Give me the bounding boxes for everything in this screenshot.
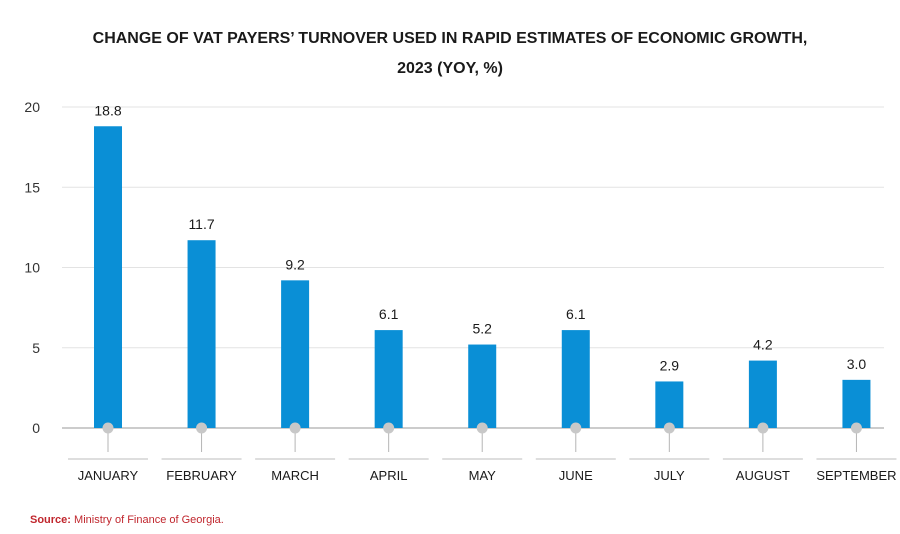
data-label: 11.7 (188, 216, 214, 232)
chart-subtitle: 2023 (YOY, %) (397, 60, 503, 77)
x-tick-label: MAY (469, 468, 497, 483)
category-marker (383, 422, 395, 434)
category-marker (289, 422, 301, 434)
category-marker (196, 422, 208, 434)
source-label: Source: (30, 514, 71, 526)
bar (281, 280, 310, 428)
bar (561, 330, 590, 428)
data-label: 4.2 (753, 337, 773, 353)
y-tick-label: 20 (24, 99, 40, 115)
x-tick-label: JULY (654, 468, 685, 483)
data-label: 3.0 (847, 356, 867, 372)
category-marker (102, 422, 114, 434)
data-label: 6.1 (379, 306, 399, 322)
bar (468, 344, 497, 428)
bar (187, 240, 216, 428)
x-tick-label: JUNE (559, 468, 593, 483)
x-tick-label: APRIL (370, 468, 408, 483)
data-label: 2.9 (660, 357, 680, 373)
y-tick-label: 10 (24, 260, 40, 276)
y-tick-label: 15 (24, 179, 40, 195)
y-tick-label: 0 (32, 420, 40, 436)
chart-title-block: CHANGE OF VAT PAYERS’ TURNOVER USED IN R… (0, 24, 900, 84)
x-tick-label: SEPTEMBER (816, 468, 896, 483)
source-note: Source: Ministry of Finance of Georgia. (30, 514, 224, 526)
category-marker (476, 422, 488, 434)
bar (655, 381, 684, 428)
bar (374, 330, 403, 428)
bar (748, 360, 777, 428)
data-label: 18.8 (94, 102, 121, 118)
bar (842, 379, 871, 428)
source-text: Ministry of Finance of Georgia. (70, 514, 224, 526)
chart-title: CHANGE OF VAT PAYERS’ TURNOVER USED IN R… (92, 30, 808, 47)
category-marker (570, 422, 582, 434)
data-label: 9.2 (285, 256, 305, 272)
data-label: 6.1 (566, 306, 586, 322)
y-tick-label: 5 (32, 340, 40, 356)
x-tick-label: MARCH (271, 468, 319, 483)
category-marker (850, 422, 862, 434)
category-marker (757, 422, 769, 434)
category-marker (663, 422, 675, 434)
x-tick-label: FEBRUARY (166, 468, 237, 483)
bar (94, 126, 122, 428)
data-label: 5.2 (472, 321, 492, 337)
x-tick-label: AUGUST (736, 468, 790, 483)
x-tick-label: JANUARY (78, 468, 139, 483)
